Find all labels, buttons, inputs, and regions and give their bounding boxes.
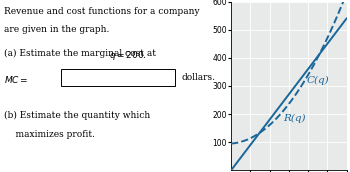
Text: C(q): C(q) xyxy=(306,76,329,85)
Text: Revenue and cost functions for a company: Revenue and cost functions for a company xyxy=(4,7,199,16)
Bar xyxy=(61,69,175,86)
Text: R(q): R(q) xyxy=(283,114,306,123)
Text: dollars.: dollars. xyxy=(181,73,215,82)
Text: $MC = $: $MC = $ xyxy=(4,74,28,85)
Text: (b) Estimate the quantity which: (b) Estimate the quantity which xyxy=(4,111,150,120)
Text: $q = 200$.: $q = 200$. xyxy=(109,49,147,62)
Text: are given in the graph.: are given in the graph. xyxy=(4,25,109,34)
Text: (a) Estimate the marginal cost at: (a) Estimate the marginal cost at xyxy=(4,49,155,58)
Text: maximizes profit.: maximizes profit. xyxy=(4,130,94,139)
